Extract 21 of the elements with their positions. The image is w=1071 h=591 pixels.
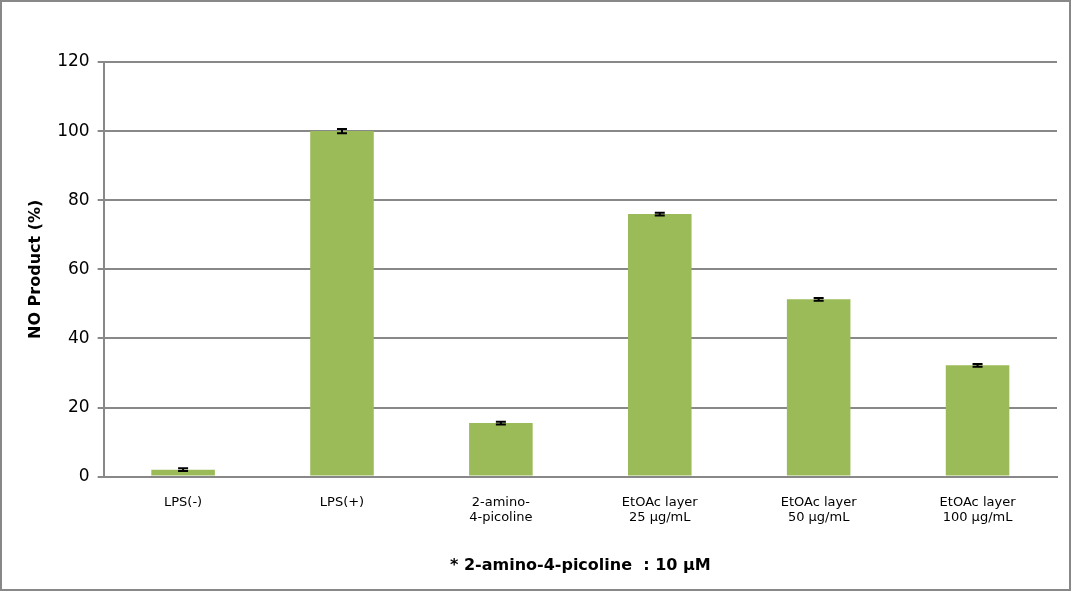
y-tick-label: 40 [68,326,90,347]
y-tick-label: 100 [57,119,90,140]
y-tick-label: 0 [78,465,90,486]
bar [945,365,1010,476]
bar [151,469,215,476]
x-tick-label: LPS(+) [319,493,365,509]
x-tick-label: EtOAc layer 25 μg/mL [621,493,699,525]
y-tick-label: 80 [68,188,90,209]
x-tick-label: EtOAc layer 100 μg/mL [939,493,1017,525]
y-tick-label: 20 [68,395,90,416]
x-axis-title: * 2-amino-4-picoline : 10 μM [449,554,711,574]
y-tick-label: 120 [57,50,90,71]
bar [786,299,851,476]
bar [310,131,374,476]
x-tick-label: 2-amino- 4-picoline [469,493,533,525]
x-tick-label: EtOAc layer 50 μg/mL [780,493,858,525]
y-axis-title: NO Product (%) [24,199,44,339]
y-tick-label: 60 [68,257,90,278]
bar [627,214,692,476]
bar [469,423,533,476]
x-tick-label: LPS(-) [164,493,203,509]
